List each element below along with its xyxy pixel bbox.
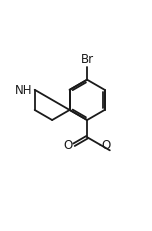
Text: NH: NH	[15, 84, 32, 97]
Text: O: O	[101, 139, 111, 152]
Text: Br: Br	[81, 53, 94, 66]
Text: O: O	[63, 139, 72, 152]
